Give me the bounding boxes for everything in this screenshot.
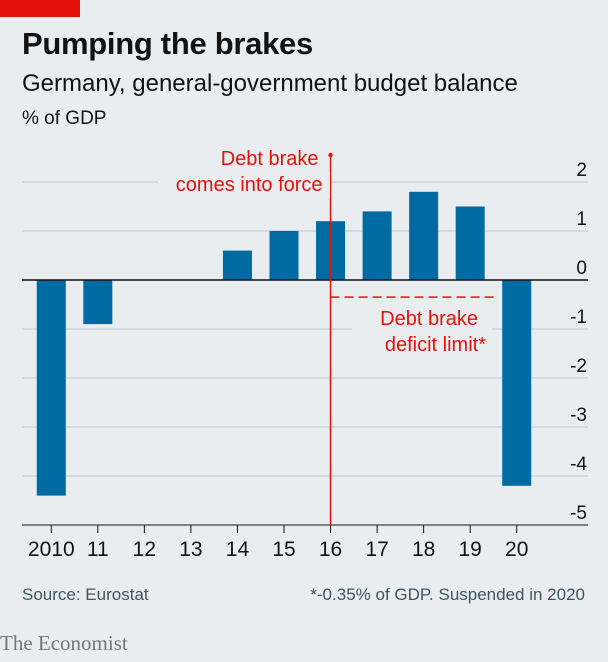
y-tick-label: -4 — [570, 454, 587, 475]
x-tick-label: 19 — [459, 538, 482, 561]
label-backdrop — [352, 305, 492, 360]
bar-15 — [269, 231, 299, 280]
x-tick-label: 15 — [272, 538, 295, 561]
x-tick-label: 13 — [179, 538, 202, 561]
bar-19 — [455, 206, 485, 280]
source-note: Source: Eurostat — [22, 585, 149, 604]
x-tick-label: 12 — [133, 538, 156, 561]
bar-20 — [502, 280, 532, 486]
y-tick-label: 0 — [576, 258, 587, 279]
x-tick-label: 11 — [87, 538, 109, 561]
y-tick-label: -1 — [570, 307, 587, 328]
brand-red-tag — [0, 0, 80, 17]
y-tick-label: -5 — [570, 503, 587, 524]
economist-logo-text: The Economist — [0, 631, 128, 655]
units-label: % of GDP — [22, 108, 107, 129]
label-backdrop — [158, 172, 330, 198]
y-tick-label: -3 — [570, 405, 587, 426]
bar-chart: 2 1 0 -1 -2 -3 -4 -5 2010 11 12 13 14 15 16 17 18 19 20 Deb… — [22, 146, 588, 561]
x-tick-label: 18 — [412, 538, 435, 561]
bar-18 — [409, 191, 439, 280]
annotation-debt-brake-line1: Debt brake — [221, 148, 319, 170]
annotation-deficit-line1: Debt brake — [380, 308, 478, 330]
x-tick-label: 14 — [226, 538, 250, 561]
annotation-deficit-line2: deficit limit* — [385, 334, 486, 356]
x-tick-label: 17 — [365, 538, 388, 561]
debt-brake-marker — [328, 152, 333, 158]
bar-11 — [83, 280, 113, 325]
y-tick-label: 2 — [576, 160, 587, 181]
annotation-debt-brake-line2: comes into force — [176, 174, 323, 196]
bar-17 — [362, 211, 392, 280]
x-tick-label: 2010 — [28, 538, 75, 561]
y-tick-label: 1 — [576, 209, 587, 230]
footnote: *-0.35% of GDP. Suspended in 2020 — [310, 585, 585, 604]
bar-14 — [222, 250, 252, 280]
bar-2010 — [36, 280, 66, 496]
label-backdrop — [210, 146, 328, 170]
x-tick-label: 16 — [319, 538, 342, 561]
chart-title: Pumping the brakes — [22, 26, 313, 61]
y-tick-label: -2 — [570, 356, 587, 377]
chart-subtitle: Germany, general-government budget balan… — [22, 70, 518, 97]
x-tick-label: 20 — [505, 538, 528, 561]
